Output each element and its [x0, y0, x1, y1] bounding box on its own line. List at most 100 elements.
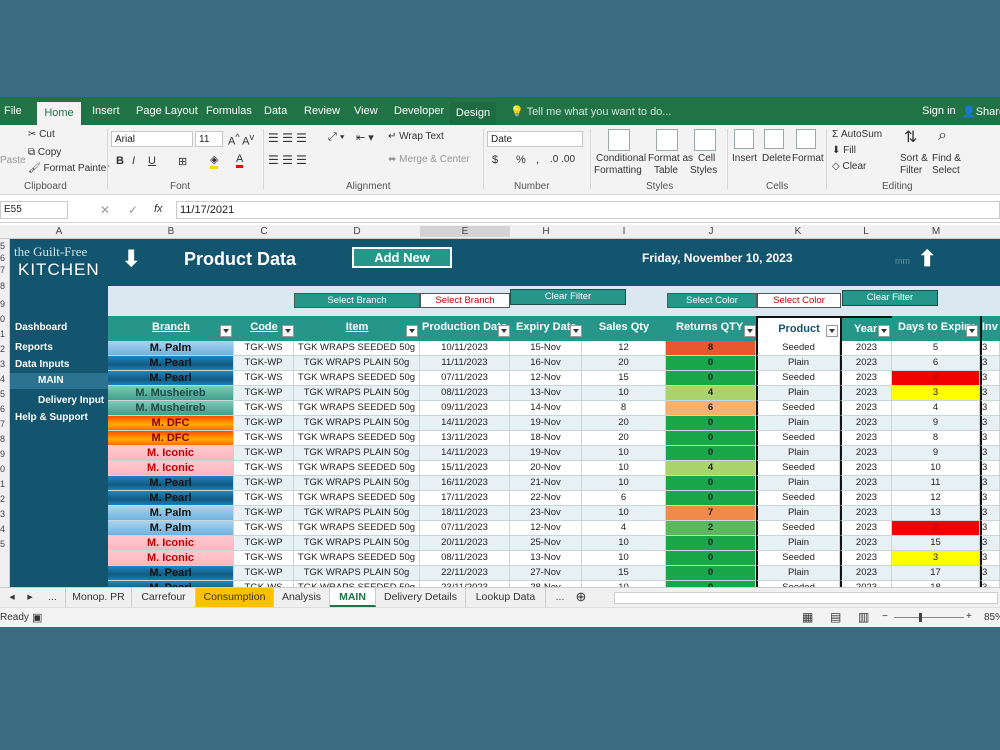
cell-product[interactable]: Plain	[756, 356, 840, 371]
cell-branch[interactable]: M. Palm	[108, 521, 234, 536]
cell-year[interactable]: 2023	[840, 551, 892, 566]
cell-ret[interactable]: 0	[666, 446, 756, 461]
borders-icon[interactable]: ⊞	[178, 156, 188, 168]
column-header[interactable]: I	[622, 226, 626, 237]
cell-days[interactable]: 11	[892, 476, 980, 491]
clear-button[interactable]: ◇ Clear	[832, 161, 867, 172]
cell-exp[interactable]: 28-Nov	[510, 581, 582, 587]
row-header[interactable]: 0	[0, 314, 6, 324]
horizontal-scrollbar[interactable]	[614, 592, 998, 604]
cell-product[interactable]: Seeded	[756, 521, 840, 536]
cell-prod[interactable]: 10/11/2023	[420, 341, 510, 356]
cell-exp[interactable]: 15-Nov	[510, 341, 582, 356]
cell-styles-button[interactable]: Cell	[698, 153, 716, 164]
cell-year[interactable]: 2023	[840, 581, 892, 587]
tab-formulas[interactable]: Formulas	[206, 105, 252, 117]
zoom-out-icon[interactable]: −	[882, 611, 888, 622]
cell-year[interactable]: 2023	[840, 506, 892, 521]
row-header[interactable]: 8	[0, 434, 6, 444]
clear-filter-color-button[interactable]: Clear Filter	[842, 290, 938, 306]
cell-prod[interactable]: 13/11/2023	[420, 431, 510, 446]
row-header[interactable]: 6	[0, 253, 6, 263]
row-header[interactable]: 7	[0, 265, 6, 275]
cell-prod[interactable]: 17/11/2023	[420, 491, 510, 506]
cell-branch[interactable]: M. DFC	[108, 431, 234, 446]
cell-exp[interactable]: 20-Nov	[510, 461, 582, 476]
tab-design[interactable]: Design	[450, 102, 496, 125]
cell-prod[interactable]: 08/11/2023	[420, 386, 510, 401]
share-button[interactable]: 👤Share	[962, 106, 1000, 118]
cell-exp[interactable]: 12-Nov	[510, 521, 582, 536]
cell-year[interactable]: 2023	[840, 536, 892, 551]
cell-year[interactable]: 2023	[840, 416, 892, 431]
sheet-tab-consumption[interactable]: Consumption	[196, 588, 274, 607]
filter-dropdown-icon[interactable]	[282, 325, 294, 337]
formula-input[interactable]: 11/17/2021	[176, 201, 1000, 219]
sign-in-link[interactable]: Sign in	[922, 105, 956, 117]
sort-filter-button[interactable]: Sort &	[900, 153, 928, 164]
cell-sales[interactable]: 20	[582, 416, 666, 431]
cell-sales[interactable]: 10	[582, 476, 666, 491]
cell-inv[interactable]: 3	[980, 476, 1000, 491]
cell-prod[interactable]: 08/11/2023	[420, 551, 510, 566]
cell-code[interactable]: TGK-WS	[234, 431, 294, 446]
format-as-table-button[interactable]: Format as	[648, 153, 694, 164]
column-header[interactable]: E	[420, 226, 510, 237]
cell-ret[interactable]: 0	[666, 356, 756, 371]
font-size-select[interactable]: 11	[195, 131, 223, 147]
cell-code[interactable]: TGK-WS	[234, 461, 294, 476]
cell-days[interactable]: 10	[892, 461, 980, 476]
cell-exp[interactable]: 19-Nov	[510, 446, 582, 461]
cell-item[interactable]: TGK WRAPS SEEDED 50g	[294, 551, 420, 566]
cell-sales[interactable]: 10	[582, 461, 666, 476]
cell-branch[interactable]: M. Musheireb	[108, 386, 234, 401]
cell-item[interactable]: TGK WRAPS SEEDED 50g	[294, 461, 420, 476]
sheet-tab-carrefour[interactable]: Carrefour	[132, 588, 196, 607]
cell-code[interactable]: TGK-WS	[234, 521, 294, 536]
cell-branch[interactable]: M. Palm	[108, 506, 234, 521]
align-left-icon[interactable]: ☰ ☰ ☰	[268, 153, 307, 167]
add-new-button[interactable]: Add New	[352, 247, 452, 268]
cell-product[interactable]: Plain	[756, 386, 840, 401]
cell-code[interactable]: TGK-WS	[234, 551, 294, 566]
cell-ret[interactable]: 0	[666, 536, 756, 551]
cell-year[interactable]: 2023	[840, 431, 892, 446]
cell-ret[interactable]: 7	[666, 506, 756, 521]
cell-days[interactable]: 15	[892, 536, 980, 551]
add-sheet-icon[interactable]: ⊕	[575, 589, 587, 604]
row-header[interactable]: 5	[0, 389, 6, 399]
row-header[interactable]: 0	[0, 464, 6, 474]
zoom-slider[interactable]	[894, 617, 964, 618]
cell-prod[interactable]: 20/11/2023	[420, 536, 510, 551]
row-header[interactable]: 1	[0, 329, 6, 339]
cell-year[interactable]: 2023	[840, 566, 892, 581]
sidebar-item-delivery-input[interactable]: Delivery Input	[38, 395, 105, 406]
sidebar-item-help-support[interactable]: Help & Support	[15, 412, 88, 423]
cell-ret[interactable]: 2	[666, 521, 756, 536]
tab-developer[interactable]: Developer	[394, 105, 445, 117]
comma-button[interactable]: ,	[536, 154, 540, 166]
cell-exp[interactable]: 21-Nov	[510, 476, 582, 491]
currency-button[interactable]: $	[492, 154, 499, 166]
cell-days[interactable]: 5	[892, 341, 980, 356]
cell-product[interactable]: Seeded	[756, 401, 840, 416]
cell-branch[interactable]: M. Pearl	[108, 476, 234, 491]
row-header[interactable]: 8	[0, 281, 6, 291]
cell-year[interactable]: 2023	[840, 521, 892, 536]
zoom-slider-handle[interactable]	[919, 613, 922, 622]
cell-code[interactable]: TGK-WS	[234, 371, 294, 386]
cell-sales[interactable]: 6	[582, 491, 666, 506]
cell-item[interactable]: TGK WRAPS SEEDED 50g	[294, 521, 420, 536]
row-header[interactable]: 4	[0, 374, 6, 384]
cell-sales[interactable]: 10	[582, 386, 666, 401]
paste-button[interactable]: Paste	[0, 155, 26, 166]
tab-view[interactable]: View	[354, 105, 378, 117]
cell-code[interactable]: TGK-WP	[234, 356, 294, 371]
cell-code[interactable]: TGK-WS	[234, 341, 294, 356]
cell-item[interactable]: TGK WRAPS PLAIN 50g	[294, 566, 420, 581]
cell-ret[interactable]: 0	[666, 566, 756, 581]
column-header[interactable]: J	[708, 226, 714, 237]
cell-branch[interactable]: M. Iconic	[108, 461, 234, 476]
column-header[interactable]: B	[167, 226, 175, 237]
column-header[interactable]: D	[353, 226, 361, 237]
